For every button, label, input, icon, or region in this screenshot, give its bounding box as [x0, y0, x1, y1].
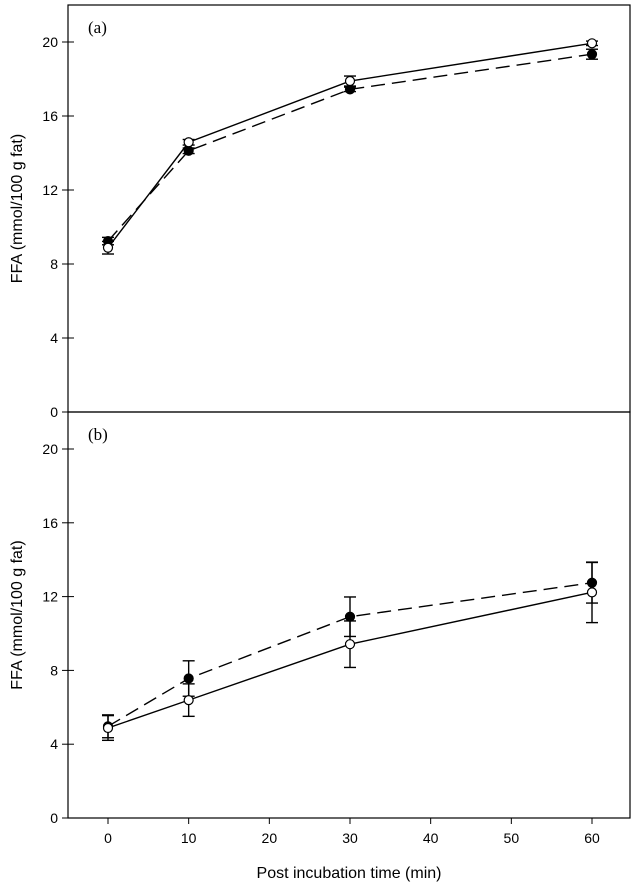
data-point-filled	[183, 145, 194, 156]
y-tick-label: 20	[42, 34, 58, 50]
data-point-open	[586, 38, 598, 49]
y-tick-label: 20	[42, 441, 58, 457]
panel-label: (b)	[88, 425, 108, 444]
data-point-filled	[344, 84, 356, 95]
y-tick-label: 8	[50, 662, 58, 678]
y-tick-label: 16	[42, 515, 58, 531]
y-tick-label: 4	[50, 330, 58, 346]
x-tick-label: 50	[504, 830, 520, 846]
series-line-filled	[107, 582, 593, 727]
x-tick-label: 40	[423, 830, 439, 846]
data-point-open	[344, 75, 356, 87]
data-point-filled	[344, 611, 356, 622]
data-point-open	[102, 722, 114, 734]
panel-b: 0 4 8 12 16 20 0 10 20 30 40 50 60 Post incubation ti…	[9, 411, 631, 882]
x-axis-label: Post incubation time (min)	[257, 865, 442, 882]
panel-label: (a)	[88, 18, 107, 37]
data-point-open	[183, 695, 194, 706]
y-tick-label: 0	[50, 810, 58, 826]
data-point-open	[183, 137, 194, 148]
y-tick-label: 8	[50, 256, 58, 272]
y-tick-label: 16	[42, 108, 58, 124]
x-tick-label: 60	[584, 830, 600, 846]
data-point-open	[102, 242, 114, 253]
axes-frame	[67, 4, 631, 413]
y-tick-label: 0	[50, 404, 58, 420]
x-tick-label: 30	[342, 830, 358, 846]
panel-a: 0 4 8 12 16 20 FFA (mmol/100 g fat) (a)	[9, 4, 631, 420]
x-tick-label: 0	[104, 830, 112, 846]
x-tick-label: 20	[262, 830, 278, 846]
y-axis-label: FFA (mmol/100 g fat)	[9, 134, 26, 283]
axes-frame	[67, 411, 631, 819]
y-tick-label: 4	[50, 736, 58, 752]
data-point-filled	[183, 673, 194, 684]
x-tick-label: 10	[181, 830, 197, 846]
data-point-filled	[586, 49, 598, 60]
data-point-filled	[586, 577, 598, 588]
y-tick-label: 12	[42, 589, 58, 605]
y-axis-label: FFA (mmol/100 g fat)	[9, 540, 26, 689]
series-line-open	[107, 591, 593, 729]
y-tick-label: 12	[42, 182, 58, 198]
data-point-open	[586, 587, 598, 598]
data-point-open	[344, 639, 356, 650]
series-line-open	[107, 42, 593, 249]
